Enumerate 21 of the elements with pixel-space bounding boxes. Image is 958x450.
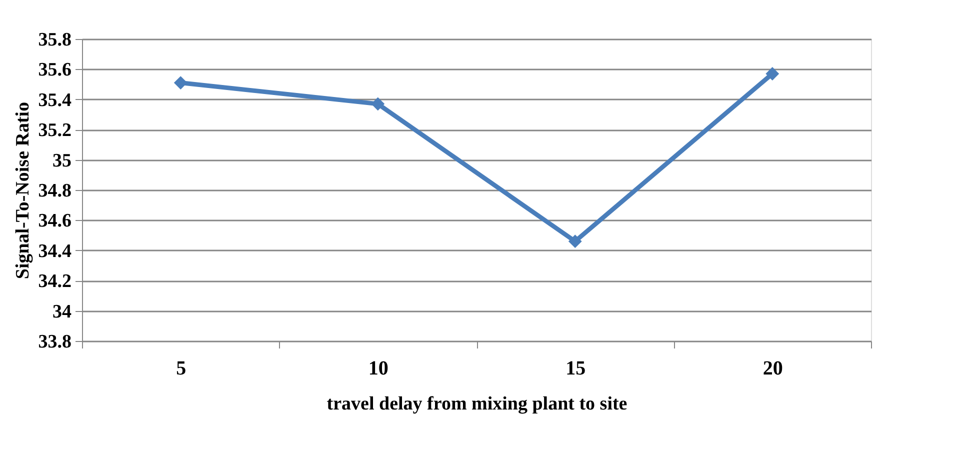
y-axis-title: Signal-To-Noise Ratio <box>12 102 34 280</box>
y-tick-label: 34 <box>52 301 72 322</box>
x-tick-label: 15 <box>566 358 586 380</box>
y-tick-label: 34.8 <box>38 180 72 202</box>
y-tick-label: 33.8 <box>38 332 72 352</box>
x-tick-label: 10 <box>368 358 388 380</box>
y-tick-label: 35.4 <box>38 90 72 111</box>
x-tick-label: 5 <box>176 358 186 380</box>
x-tick-label: 20 <box>762 358 783 380</box>
y-tick-label: 35.2 <box>38 120 72 142</box>
y-tick-label: 34.2 <box>38 271 72 292</box>
x-axis-title: travel delay from mixing plant to site <box>326 394 628 414</box>
y-tick-label: 35.6 <box>38 60 72 81</box>
y-tick-label: 34.4 <box>38 240 72 262</box>
y-tick-label: 35 <box>52 150 72 172</box>
y-tick-label: 34.6 <box>38 210 72 232</box>
point <box>174 76 188 90</box>
y-tick-label: 35.8 <box>38 30 72 50</box>
point <box>371 97 385 111</box>
point <box>766 67 780 80</box>
point <box>568 234 582 248</box>
